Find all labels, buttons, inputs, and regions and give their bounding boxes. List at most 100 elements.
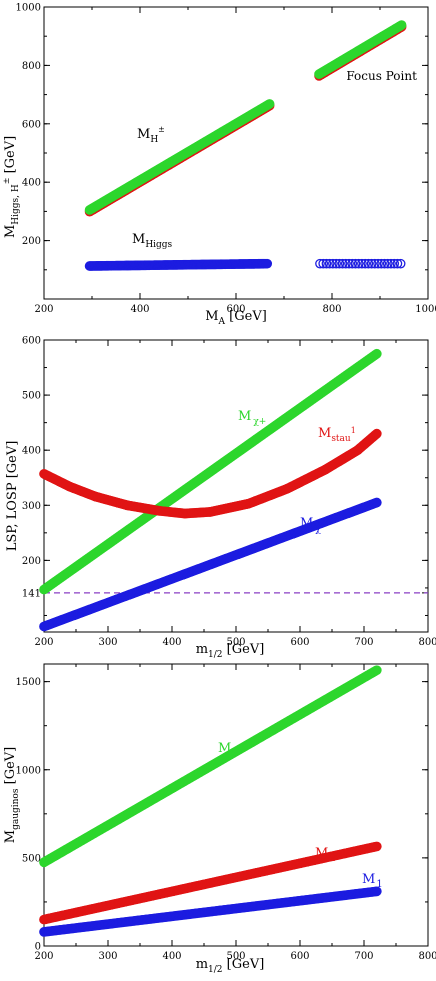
label-sub: 2 — [329, 853, 335, 864]
x-tick-label: 200 — [34, 637, 53, 648]
label-sub: 1/2 — [208, 965, 222, 975]
series-label-bino: M1 — [362, 872, 383, 890]
x-tick-label: 800 — [418, 951, 436, 962]
series-label-charged-higgs: MH± — [137, 125, 165, 145]
y-axis-label: Mgauginos [GeV] — [3, 747, 21, 843]
y-tick-label: 600 — [22, 336, 41, 347]
label-unit: [GeV] — [223, 642, 265, 657]
higgs-marker — [373, 258, 383, 269]
x-tick-label: 200 — [34, 951, 53, 962]
x-tick-label: 500 — [226, 637, 245, 648]
label-sub: H — [150, 135, 158, 145]
label-sub: stau — [331, 434, 351, 444]
y-tick-label: 800 — [22, 61, 41, 72]
wino-mass-marker — [371, 841, 382, 852]
higgs-marker — [376, 258, 387, 269]
x-tick-label: 400 — [130, 304, 149, 315]
higgs-marker — [315, 258, 325, 269]
series-label-higgs: MHiggs — [132, 232, 173, 250]
label-unit: [GeV] — [225, 309, 267, 324]
gluino-mass-marker — [371, 665, 382, 676]
x-tick-label: 1000 — [415, 304, 436, 315]
y-tick-label: 500 — [22, 853, 41, 864]
y-tick-label: 300 — [22, 501, 41, 512]
series-label-stau: Mstau1 — [318, 426, 356, 444]
y-tick-label: 1000 — [16, 765, 41, 776]
y-tick-label: 600 — [22, 119, 41, 130]
higgs-marker — [334, 258, 345, 269]
y-tick-label: 1500 — [16, 677, 41, 688]
higgs-marker — [337, 258, 348, 269]
higgs-marker — [389, 258, 400, 269]
higgs-marker — [382, 258, 393, 269]
higgs-marker — [392, 258, 403, 269]
x-tick-label: 700 — [354, 637, 373, 648]
x-tick-label: 400 — [162, 951, 181, 962]
higgs-marker — [321, 258, 332, 269]
label-main: M — [362, 872, 375, 887]
plot-frame — [43, 339, 429, 633]
higgs-marker — [344, 258, 354, 269]
label-sub: 3 — [232, 748, 238, 759]
higgs-marker — [262, 258, 273, 269]
x-tick-label: 700 — [354, 951, 373, 962]
higgs-marker — [318, 258, 329, 269]
label-sub: 1 — [376, 879, 382, 890]
label-main: M — [3, 225, 18, 238]
label-sup: ± — [158, 125, 165, 134]
chart-1: 20040060080010002004006008001000MH±MHigg… — [2, 3, 436, 328]
x-tick-label: 600 — [290, 637, 309, 648]
label-sub: Higgs — [145, 240, 172, 250]
higgs-marker — [347, 258, 358, 269]
label-sub: A — [218, 317, 226, 327]
chart-2: 200 300 400 500 600 700 800 141 200 300 400 500 600 M… — [5, 336, 436, 661]
neutralino-marker — [371, 497, 382, 508]
chargino-marker — [371, 348, 382, 359]
charged-higgs-marker — [396, 20, 407, 30]
x-tick-label: 200 — [34, 304, 53, 315]
label-main: M — [205, 309, 218, 324]
label-main: M — [238, 409, 251, 424]
label-main: M — [218, 741, 231, 756]
higgs-marker — [395, 258, 406, 269]
y-tick-label: 141 — [22, 588, 41, 599]
label-unit: [GeV] — [3, 747, 18, 789]
x-tick-label: 400 — [162, 637, 181, 648]
label-sup: ± — [2, 178, 11, 185]
chart-3: 200 300 400 500 600 700 800050010001500M3M2M1m… — [3, 663, 436, 975]
annotation-focus-point: Focus Point — [346, 69, 417, 83]
y-tick-label: 200 — [22, 556, 41, 567]
x-tick-label: 500 — [226, 951, 245, 962]
charged-higgs-marker — [264, 99, 275, 109]
x-axis-label: m1/2 [GeV] — [196, 957, 265, 975]
label-main: m — [196, 957, 208, 972]
label-main: M — [300, 516, 313, 531]
x-tick-label: 300 — [98, 637, 117, 648]
higgs-marker — [353, 258, 364, 269]
label-sup: 1 — [351, 426, 356, 435]
x-axis-label: m1/2 [GeV] — [196, 642, 265, 660]
y-axis-label: MHiggs, H± [GeV] — [2, 136, 21, 238]
x-axis-label: MA [GeV] — [205, 309, 267, 327]
higgs-marker — [363, 258, 374, 269]
bino-mass-marker — [371, 886, 382, 897]
x-tick-label: 600 — [226, 304, 245, 315]
higgs-marker — [324, 258, 335, 269]
x-tick-label: 800 — [322, 304, 341, 315]
higgs-marker — [366, 258, 377, 269]
y-tick-label: 500 — [22, 391, 41, 402]
y-axis-label: LSP, LOSP [GeV] — [5, 441, 20, 552]
label-main: m — [196, 642, 208, 657]
label-main: M — [318, 426, 331, 441]
label-sub: Higgs, H — [11, 184, 21, 225]
label-unit: [GeV] — [3, 136, 18, 178]
higgs-marker — [357, 258, 367, 269]
label-sub: χ+ — [253, 417, 266, 427]
higgs-marker — [331, 258, 341, 269]
x-tick-label: 300 — [98, 951, 117, 962]
series-label-gluino: M3 — [218, 741, 239, 759]
label-sub: 1/2 — [208, 650, 222, 660]
series-label-wino: M2 — [315, 846, 336, 864]
